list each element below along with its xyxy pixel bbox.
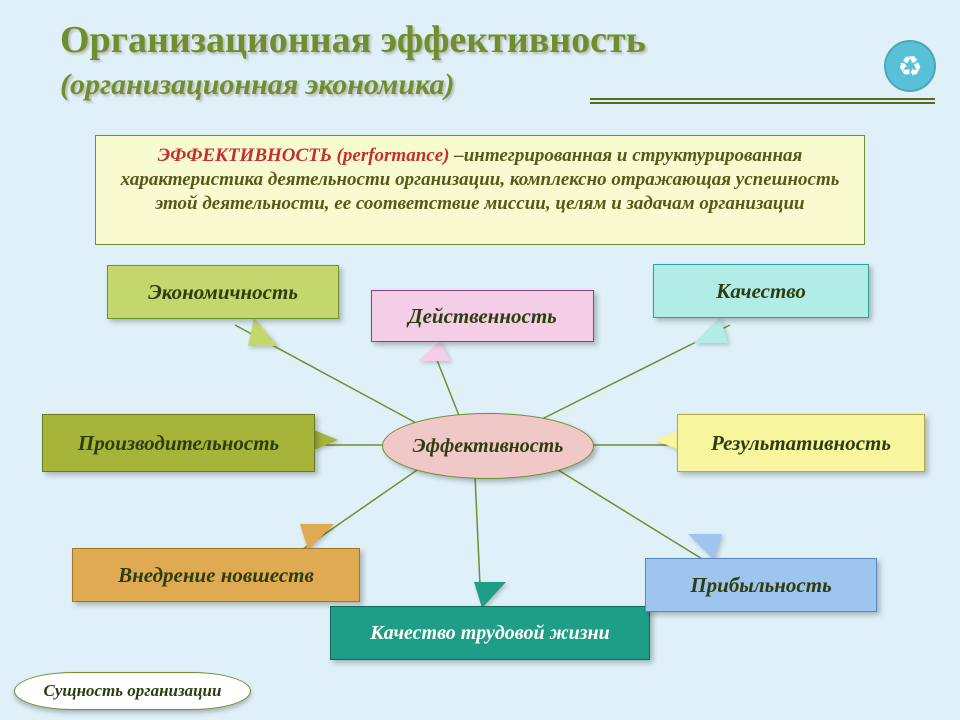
- callout-качество: Качество: [653, 264, 869, 318]
- callout-tail-результативность: [655, 430, 679, 450]
- callout-label-econom: Экономичность: [148, 280, 298, 305]
- callout-label-действенность: Действенность: [408, 304, 557, 329]
- footer-link-label: Сущность организации: [44, 681, 222, 701]
- center-node-label: Эффективность: [413, 435, 564, 458]
- callout-tail-производительность: [314, 430, 338, 450]
- callout-tail-качество: [694, 317, 728, 343]
- callout-label-качество: Качество: [716, 279, 806, 304]
- callout-действенность: Действенность: [371, 290, 594, 342]
- callout-tail-ктж: [474, 582, 506, 608]
- callout-внедрение: Внедрение новшеств: [72, 548, 360, 602]
- callout-label-прибыльность: Прибыльность: [690, 573, 831, 598]
- callout-tail-прибыльность: [688, 534, 722, 560]
- callout-label-ктж: Качество трудовой жизни: [370, 622, 610, 645]
- callout-результативность: Результативность: [677, 414, 925, 472]
- callout-tail-econom: [248, 318, 278, 346]
- callout-tail-внедрение: [300, 524, 334, 550]
- callout-label-результативность: Результативность: [711, 431, 891, 456]
- callout-tail-действенность: [418, 341, 450, 361]
- slide: Организационная эффективность (организац…: [0, 0, 960, 720]
- callout-ктж: Качество трудовой жизни: [330, 606, 650, 660]
- callout-econom: Экономичность: [107, 265, 339, 319]
- footer-link[interactable]: Сущность организации: [14, 672, 251, 710]
- center-node: Эффективность: [382, 413, 594, 479]
- callout-label-производительность: Производительность: [78, 431, 279, 456]
- callout-label-внедрение: Внедрение новшеств: [118, 563, 314, 588]
- callout-прибыльность: Прибыльность: [645, 558, 877, 612]
- callout-производительность: Производительность: [42, 414, 315, 472]
